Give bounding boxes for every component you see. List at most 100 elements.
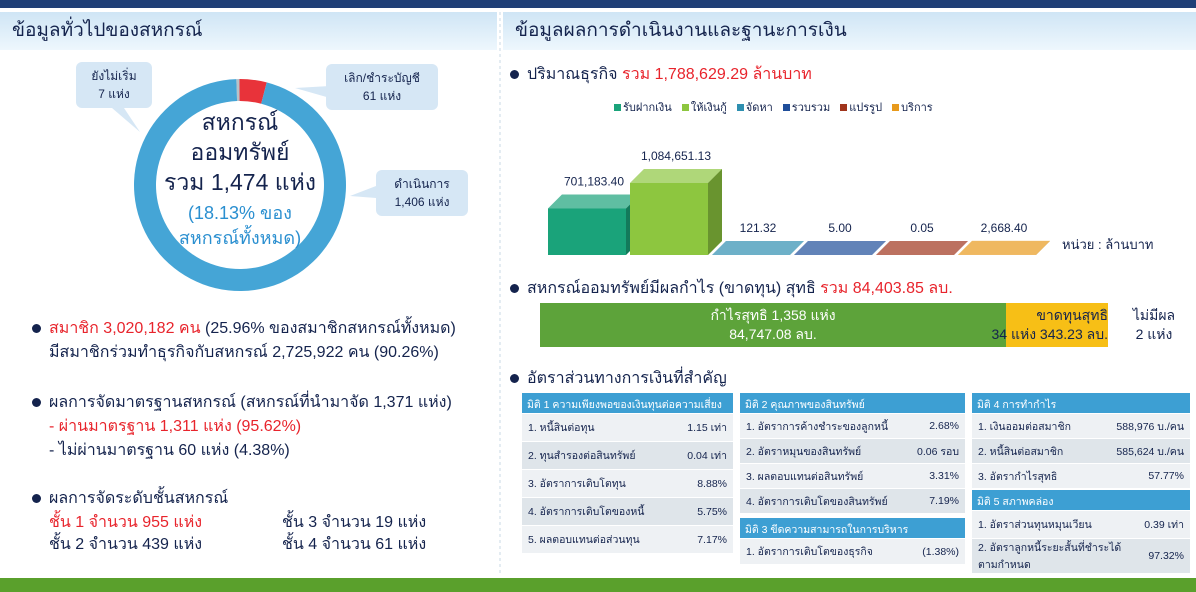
- ratio-value: 5.75%: [697, 505, 727, 518]
- ratio-label: 3. ผลตอบแทนต่อสินทรัพย์: [746, 470, 864, 483]
- members-line2: มีสมาชิกร่วมทำธุรกิจกับสหกรณ์ 2,725,922 …: [49, 344, 439, 361]
- standards-title-text: ผลการจัดมาตรฐานสหกรณ์ (สหกรณ์ที่นำมาจัด …: [49, 394, 452, 411]
- donut-segment: [236, 79, 240, 102]
- legend-label: จัดหา: [745, 102, 773, 114]
- none-text: ไม่มีผล 2 แห่ง: [1116, 306, 1192, 344]
- ratio-label: 1. เงินออมต่อสมาชิก: [978, 420, 1071, 433]
- ratio-table: มิติ 4 การทำกำไร 1. เงินออมต่อสมาชิก 588,9…: [972, 393, 1190, 488]
- bar-side-shade: [790, 240, 804, 255]
- legend: รับฝากเงิน ให้เงินกู้ จัดหา รวบรวม แปรรูป บริ…: [614, 98, 933, 116]
- bar-value-label: 1,084,651.13: [641, 149, 711, 163]
- bullet: [510, 284, 519, 294]
- ratio-value: 97.32%: [1148, 550, 1184, 562]
- loss-text: ขาดทุนสุทธิ 34 แห่ง 343.23 ลบ.: [980, 306, 1108, 344]
- ratio-row: 3. อัตรากำไรสุทธิ 57.77%: [972, 463, 1190, 488]
- donut-center-text: สหกรณ์ทั้งหมด): [179, 225, 301, 248]
- none-count: 2 แห่ง: [1135, 326, 1173, 342]
- ratio-label: 2. อัตราหมุนของสินทรัพย์: [746, 445, 862, 458]
- bar-top-shade: [630, 169, 722, 183]
- loss-label: ขาดทุนสุทธิ: [1036, 307, 1108, 323]
- standards-title: ผลการจัดมาตรฐานสหกรณ์ (สหกรณ์ที่นำมาจัด …: [32, 390, 452, 415]
- bar-top: [630, 169, 722, 183]
- standards-passed: - ผ่านมาตรฐาน 1,311 แห่ง (95.62%): [49, 418, 302, 435]
- members-rest: (25.96% ของสมาชิกสหกรณ์ทั้งหมด): [200, 320, 456, 337]
- bar-top-shade: [712, 240, 804, 255]
- grade: ชั้น 4 จำนวน 61 แห่ง: [282, 536, 427, 553]
- bar-top: [712, 240, 804, 255]
- bullet: [32, 398, 41, 408]
- ratio-value: 2.68%: [929, 420, 959, 432]
- legend-label: ให้เงินกู้: [690, 102, 727, 114]
- ratio-value: 7.19%: [929, 495, 959, 507]
- ratio-row: 4. อัตราการเติบโตของสินทรัพย์ 7.19%: [740, 488, 965, 513]
- bar-value-label: 0.05: [910, 221, 934, 235]
- ratio-label: 2. หนี้สินต่อสมาชิก: [978, 445, 1064, 458]
- ratio-label: 1. อัตราส่วนทุนหมุนเวียน: [978, 519, 1092, 531]
- bar-top-shade: [876, 241, 968, 255]
- callout-value: 7 แห่ง: [98, 87, 130, 101]
- ratio-table-header: มิติ 4 การทำกำไร: [972, 393, 1190, 413]
- ratio-table: มิติ 5 สภาพคล่อง 1. อัตราส่วนทุนหมุนเวียน…: [972, 490, 1190, 573]
- ratio-value: 0.39 เท่า: [1144, 519, 1184, 531]
- legend-swatch: [782, 104, 790, 111]
- bar-top: [548, 194, 640, 209]
- profit-total: รวม 84,403.85 ลบ.: [820, 280, 953, 297]
- donut-center-text: รวม 1,474 แห่ง: [164, 169, 316, 195]
- ratio-table: มิติ 2 คุณภาพของสินทรัพย์ 1. อัตราการค้าง…: [740, 393, 965, 513]
- bullet: [510, 374, 519, 384]
- ratios-line: อัตราส่วนทางการเงินที่สำคัญ: [510, 366, 727, 391]
- ratio-label: 4. อัตราการเติบโตของสินทรัพย์: [746, 495, 888, 508]
- business-total: รวม 1,788,629.29 ล้านบาท: [622, 66, 812, 83]
- ratio-row: 1. หนี้สินต่อทุน 1.15 เท่า: [522, 413, 733, 441]
- ratio-label: 2. ทุนสำรองต่อสินทรัพย์: [528, 450, 636, 462]
- bottom-bar: [0, 578, 1196, 592]
- standards-failed: - ไม่ผ่านมาตรฐาน 60 แห่ง (4.38%): [49, 442, 290, 459]
- legend-label: รับฝากเงิน: [623, 102, 672, 114]
- callout-pointer: [295, 86, 330, 98]
- legend-label: บริการ: [901, 102, 933, 114]
- ratio-label: 3. อัตราการเติบโตทุน: [528, 478, 626, 490]
- bar-value-label: 2,668.40: [981, 221, 1028, 235]
- ratio-label: 1. อัตราการเติบโตของธุรกิจ: [746, 546, 873, 558]
- ratios-title: อัตราส่วนทางการเงินที่สำคัญ: [527, 370, 727, 387]
- bar: [958, 240, 1050, 255]
- left-header: ข้อมูลทั่วไปของสหกรณ์: [0, 12, 497, 50]
- ratio-value: 0.04 เท่า: [687, 450, 727, 462]
- loss-amount: 34 แห่ง 343.23 ลบ.: [991, 326, 1108, 342]
- donut-center-text: สหกรณ์: [202, 109, 279, 135]
- ratio-value: (1.38%): [922, 545, 959, 558]
- right-header: ข้อมูลผลการดำเนินงานและฐานะการเงิน: [503, 12, 1196, 50]
- legend-label: รวบรวม: [791, 102, 831, 114]
- callout-category: เลิก/ชำระบัญชี: [344, 71, 420, 85]
- business-title: ปริมาณธุรกิจ: [527, 66, 618, 83]
- ratio-row: 2. อัตราหมุนของสินทรัพย์ 0.06 รอบ: [740, 438, 965, 463]
- bullet: [32, 324, 41, 334]
- bar-side: [872, 240, 886, 255]
- ratio-row: 1. เงินออมต่อสมาชิก 588,976 บ./คน: [972, 413, 1190, 438]
- callout-value: 61 แห่ง: [363, 89, 401, 103]
- donut-center-text: ออมทรัพย์: [191, 139, 290, 165]
- profit-segment: [540, 303, 1006, 347]
- profit-label: กำไรสุทธิ 1,358 แห่ง: [710, 307, 836, 323]
- bar-side: [1036, 240, 1050, 255]
- ratio-row: 2. อัตราลูกหนี้ระยะสั้นที่ชำระได้ตามกำหน…: [972, 538, 1190, 573]
- ratio-label: 2. อัตราลูกหนี้ระยะสั้นที่ชำระได้ตามกำหน…: [978, 542, 1122, 571]
- bar-front: [630, 183, 708, 255]
- bar-value-label: 701,183.40: [564, 174, 624, 188]
- ratio-table-header: มิติ 1 ความเพียงพอของเงินทุนต่อความเสี่ย…: [522, 393, 733, 413]
- callout-pointer: [112, 108, 140, 132]
- ratio-table-header: มิติ 3 ขีดความสามารถในการบริหาร: [740, 518, 965, 538]
- grading-title: ผลการจัดระดับชั้นสหกรณ์: [32, 486, 228, 511]
- bar-side-shade: [708, 169, 722, 255]
- ratio-value: 588,976 บ./คน: [1116, 420, 1184, 433]
- grade: ชั้น 2 จำนวน 439 แห่ง: [49, 536, 203, 553]
- ratio-row: 3. อัตราการเติบโตทุน 8.88%: [522, 469, 733, 497]
- ratio-row: 3. ผลตอบแทนต่อสินทรัพย์ 3.31%: [740, 463, 965, 488]
- bar-top-shade: [958, 240, 1050, 255]
- ratio-label: 1. อัตราการค้างชำระของลูกหนี้: [746, 420, 889, 433]
- legend-swatch: [840, 104, 848, 111]
- loss-segment: [1006, 303, 1108, 347]
- legend-item: รับฝากเงิน: [614, 98, 672, 116]
- ratio-value: 57.77%: [1148, 470, 1184, 482]
- profit-title: สหกรณ์ออมทรัพย์มีผลกำไร (ขาดทุน) สุทธิ: [527, 280, 821, 297]
